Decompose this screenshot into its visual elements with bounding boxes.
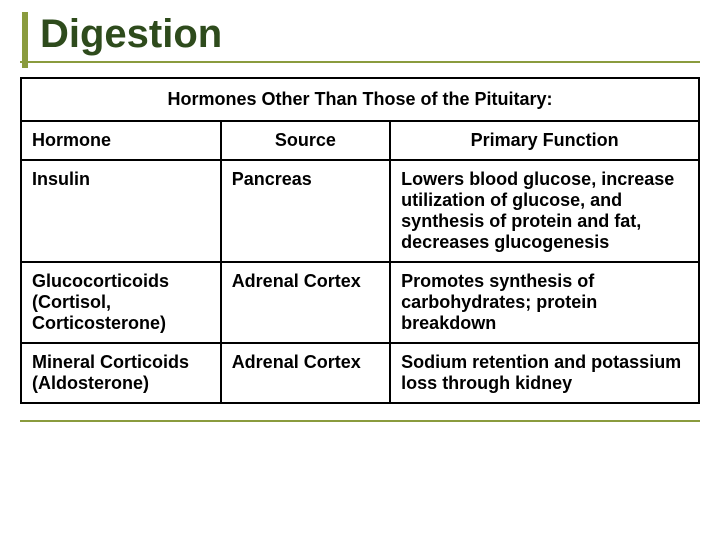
cell-function: Promotes synthesis of carbohydrates; pro… [390,262,699,343]
table-header-row: Hormone Source Primary Function [21,121,699,160]
table-row: Glucocorticoids (Cortisol, Corticosteron… [21,262,699,343]
divider-bottom [20,420,700,422]
cell-function: Sodium retention and potassium loss thro… [390,343,699,403]
header-function: Primary Function [390,121,699,160]
header-hormone: Hormone [21,121,221,160]
cell-function: Lowers blood glucose, increase utilizati… [390,160,699,262]
cell-source: Adrenal Cortex [221,343,390,403]
cell-source: Adrenal Cortex [221,262,390,343]
table-row: Mineral Corticoids (Aldosterone) Adrenal… [21,343,699,403]
page-title: Digestion [40,12,700,57]
table-row: Insulin Pancreas Lowers blood glucose, i… [21,160,699,262]
cell-hormone: Glucocorticoids (Cortisol, Corticosteron… [21,262,221,343]
accent-bar [22,12,28,68]
divider-top [20,61,700,63]
table-caption-row: Hormones Other Than Those of the Pituita… [21,78,699,121]
cell-source: Pancreas [221,160,390,262]
cell-hormone: Insulin [21,160,221,262]
cell-hormone: Mineral Corticoids (Aldosterone) [21,343,221,403]
slide: Digestion Hormones Other Than Those of t… [0,0,720,540]
table-caption: Hormones Other Than Those of the Pituita… [21,78,699,121]
hormone-table: Hormones Other Than Those of the Pituita… [20,77,700,404]
header-source: Source [221,121,390,160]
